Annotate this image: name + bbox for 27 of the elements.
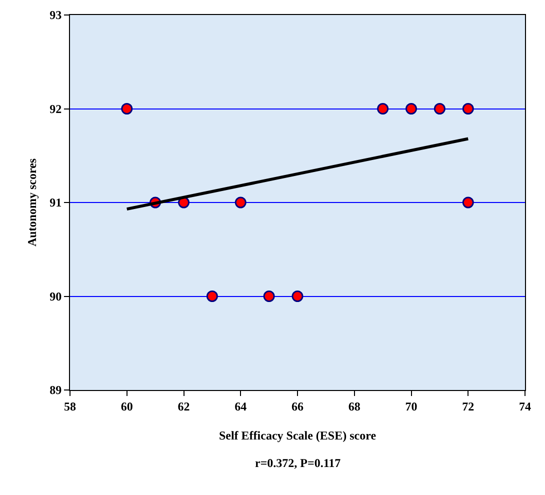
y-tick-label: 93 <box>50 8 62 22</box>
x-tick-label: 64 <box>234 399 247 414</box>
y-tick-label: 91 <box>50 196 62 210</box>
x-axis-title: Self Efficacy Scale (ESE) score <box>218 428 377 442</box>
point <box>121 103 133 114</box>
x-tick-label: 62 <box>178 399 190 414</box>
x-tick-label: 66 <box>292 399 304 414</box>
x-tick-label: 58 <box>64 399 76 414</box>
x-tick-label: 70 <box>405 399 418 414</box>
point <box>292 290 304 302</box>
point <box>377 103 389 114</box>
y-tick-label: 92 <box>50 102 62 116</box>
x-tick-label: 74 <box>519 399 531 414</box>
point <box>234 196 246 208</box>
text: r=0.372, P=0.117 <box>255 456 341 470</box>
y-tick-label: 89 <box>50 383 62 398</box>
point <box>263 290 275 302</box>
point <box>206 290 218 302</box>
y-tick-label: 90 <box>50 289 62 304</box>
point <box>462 196 474 208</box>
x-tick-label: 68 <box>348 399 360 414</box>
x-tick-label: 60 <box>120 399 133 414</box>
point <box>406 103 417 114</box>
y-axis-title: Autonomy scores <box>24 158 39 247</box>
x-tick-label: 72 <box>462 399 474 414</box>
point <box>462 103 474 114</box>
point <box>434 103 446 114</box>
